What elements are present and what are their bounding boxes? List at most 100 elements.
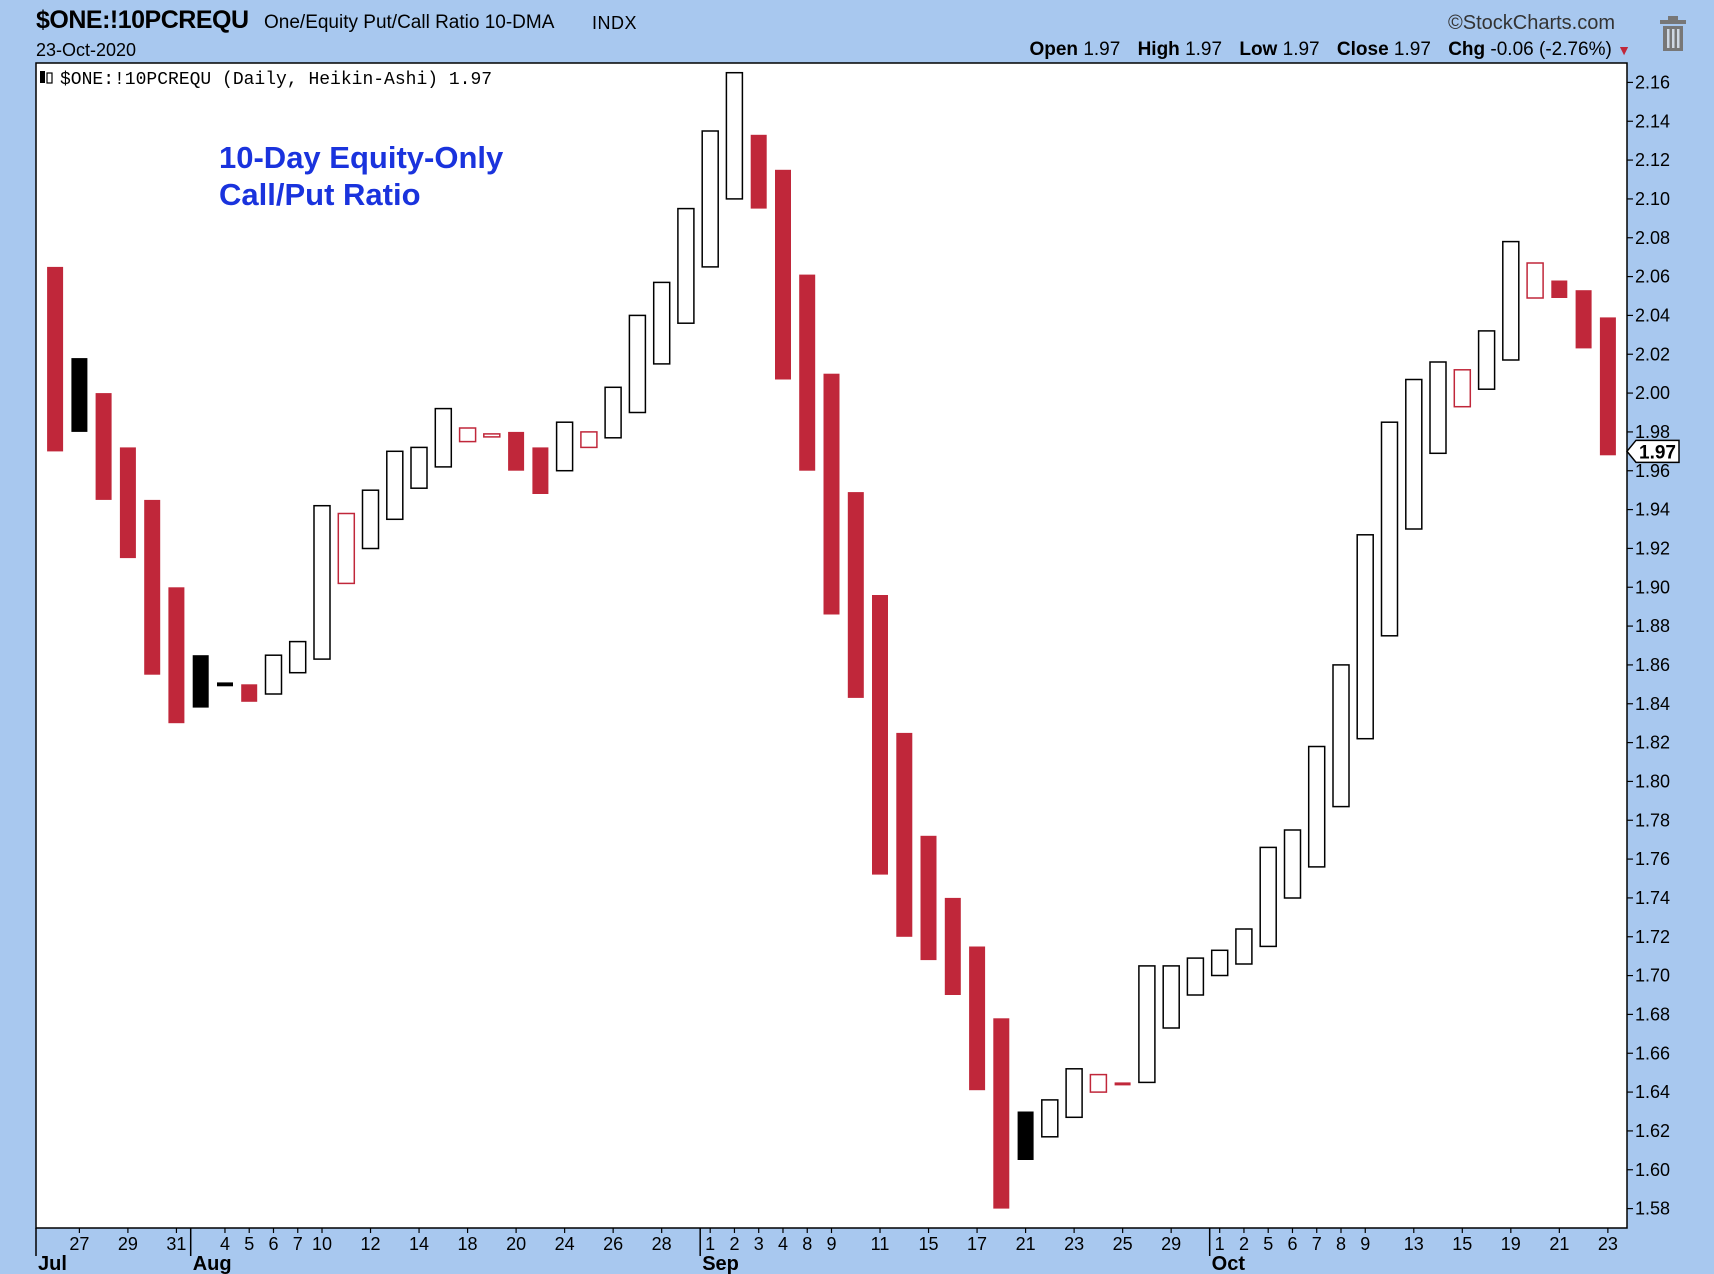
candle-32 — [823, 373, 840, 615]
candle-22 — [580, 431, 598, 449]
x-tick-label-17: 3 — [754, 1234, 764, 1254]
candle-17 — [458, 427, 477, 443]
x-tick-label-34: 9 — [1360, 1234, 1370, 1254]
x-tick-label-26: 25 — [1113, 1234, 1133, 1254]
candle-16 — [434, 407, 453, 468]
y-tick-label-13: 1.84 — [1635, 694, 1670, 714]
x-tick-label-33: 8 — [1336, 1234, 1346, 1254]
annotation-line-1: 10-Day Equity-Only — [219, 140, 504, 175]
x-tick-label-38: 21 — [1549, 1234, 1569, 1254]
candle-50 — [1259, 846, 1277, 948]
y-tick-label-12: 1.82 — [1635, 733, 1670, 753]
candle-60 — [1502, 240, 1520, 361]
candle-28 — [725, 71, 744, 200]
x-tick-label-36: 15 — [1452, 1234, 1472, 1254]
y-tick-label-25: 2.08 — [1635, 228, 1670, 248]
triangle-down-icon: ▼ — [1617, 42, 1631, 58]
close-label: Close — [1336, 39, 1389, 60]
candle-29 — [750, 134, 767, 209]
candle-18 — [483, 433, 501, 438]
chart-description: One/Equity Put/Call Ratio 10-DMA — [264, 12, 555, 33]
annotation-line-2: Call/Put Ratio — [219, 177, 421, 212]
x-tick-label-39: 23 — [1598, 1234, 1618, 1254]
y-tick-label-19: 1.96 — [1635, 461, 1670, 481]
candle-51 — [1283, 829, 1302, 899]
y-tick-label-0: 1.58 — [1635, 1199, 1670, 1219]
chg-value: -0.06 (-2.76%) — [1490, 39, 1612, 60]
open-label: Open — [1029, 39, 1079, 60]
candle-53 — [1332, 664, 1350, 808]
candle-39 — [993, 1018, 1010, 1209]
candles — [47, 71, 1616, 1209]
candle-31 — [799, 274, 816, 471]
candle-63 — [1575, 290, 1592, 349]
candle-11 — [313, 504, 331, 660]
candle-62 — [1551, 280, 1568, 298]
last-value-tag — [1626, 439, 1680, 464]
brand-logo[interactable]: ©StockCharts.com — [1448, 12, 1616, 34]
month-label-2: Sep — [702, 1253, 739, 1274]
candle-8 — [241, 684, 258, 702]
high-label: High — [1137, 39, 1180, 60]
x-tick-label-20: 9 — [826, 1234, 836, 1254]
candle-46 — [1162, 965, 1180, 1029]
open-value: 1.97 — [1083, 39, 1121, 60]
y-tick-label-27: 2.12 — [1635, 150, 1670, 170]
exchange-label: INDX — [592, 13, 638, 33]
y-tick-label-2: 1.62 — [1635, 1121, 1670, 1141]
chg-label: Chg — [1448, 39, 1486, 60]
y-tick-label-21: 2.00 — [1635, 383, 1670, 403]
candle-33 — [847, 492, 864, 698]
candle-9 — [264, 654, 283, 695]
x-tick-label-13: 26 — [603, 1234, 623, 1254]
x-tick-label-32: 7 — [1312, 1234, 1322, 1254]
x-tick-label-6: 7 — [293, 1234, 303, 1254]
low-label: Low — [1239, 39, 1278, 60]
month-label-3: Oct — [1212, 1253, 1246, 1274]
x-tick-label-29: 2 — [1239, 1234, 1249, 1254]
candle-52 — [1307, 745, 1326, 868]
x-tick-label-27: 29 — [1161, 1234, 1181, 1254]
candle-30 — [775, 169, 791, 380]
candle-42 — [1065, 1068, 1083, 1119]
x-axis: 27 29 31 4 5 6 7 10 12 14 18 20 24 26 28 1 2 3 4 8 9 11 15 17 21… — [35, 1228, 1618, 1274]
x-tick-label-18: 4 — [778, 1234, 788, 1254]
x-tick-label-3: 4 — [220, 1234, 230, 1254]
chart-symbol[interactable]: $ONE:!10PCREQU — [36, 6, 249, 34]
candle-7 — [217, 682, 233, 687]
candle-27 — [701, 130, 719, 268]
candle-4 — [144, 499, 161, 675]
y-tick-label-24: 2.06 — [1635, 267, 1670, 287]
x-tick-label-24: 21 — [1016, 1234, 1036, 1254]
x-tick-label-14: 28 — [652, 1234, 672, 1254]
x-tick-label-35: 13 — [1404, 1234, 1424, 1254]
y-axis: 1.58 1.60 1.62 1.64 1.66 1.68 1.70 1.72 1.74 1.76… — [1626, 72, 1680, 1219]
candle-0 — [47, 266, 64, 452]
y-tick-label-11: 1.80 — [1635, 771, 1670, 791]
y-tick-label-15: 1.88 — [1635, 616, 1670, 636]
candle-40 — [1017, 1111, 1034, 1160]
legend-icon — [40, 71, 53, 84]
ohlc-readout: Open 1.97 High 1.97 Low 1.97 Close 1.97 … — [1029, 39, 1631, 61]
x-tick-label-30: 5 — [1263, 1234, 1273, 1254]
x-tick-label-15: 1 — [705, 1234, 715, 1254]
candle-47 — [1186, 957, 1205, 996]
x-tick-label-11: 20 — [506, 1234, 526, 1254]
candle-43 — [1089, 1073, 1108, 1093]
candle-58 — [1453, 369, 1472, 408]
candle-44 — [1114, 1082, 1131, 1086]
x-tick-label-19: 8 — [802, 1234, 812, 1254]
trash-icon[interactable] — [1658, 16, 1688, 52]
y-tick-label-8: 1.74 — [1635, 888, 1670, 908]
candle-41 — [1041, 1099, 1059, 1138]
y-tick-label-7: 1.72 — [1635, 927, 1670, 947]
candle-54 — [1356, 534, 1374, 740]
close-value: 1.97 — [1393, 39, 1431, 60]
y-tick-label-18: 1.94 — [1635, 500, 1670, 520]
x-tick-label-37: 19 — [1501, 1234, 1521, 1254]
y-tick-label-9: 1.76 — [1635, 849, 1670, 869]
x-tick-label-16: 2 — [729, 1234, 739, 1254]
y-tick-label-14: 1.86 — [1635, 655, 1670, 675]
candle-48 — [1210, 949, 1229, 977]
